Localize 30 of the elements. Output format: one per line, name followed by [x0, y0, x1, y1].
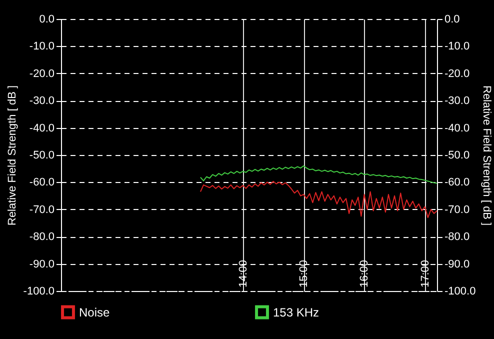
y-tick-label: -50.0 [29, 150, 54, 162]
y2-tick-label: -50.0 [444, 150, 470, 162]
legend-label: 153 KHz [273, 305, 320, 320]
y2-tick-label: -100.0 [444, 286, 476, 298]
legend-label: Noise [79, 305, 110, 320]
y2-tick-label: 0.0 [444, 14, 460, 26]
y2-tick-label: -60.0 [444, 176, 470, 189]
y2-tick-label: -70.0 [444, 204, 470, 216]
y-tick-label: -40.0 [29, 122, 54, 134]
y2-tick-label: -20.0 [444, 68, 470, 80]
line-series [200, 180, 438, 218]
y2-tick-label: -90.0 [444, 258, 470, 270]
x-tick-label: 15:00 [298, 260, 310, 288]
y2-tick-label: -10.0 [444, 40, 470, 53]
y-tick-label: -80.0 [29, 231, 54, 244]
y-tick-label: -90.0 [29, 258, 54, 270]
y2-tick-label: -40.0 [444, 122, 470, 134]
y-axis-title: Relative Field Strength [ dB ] [6, 85, 18, 226]
x-tick-label: 16:00 [358, 260, 371, 288]
y2-tick-label: -80.0 [444, 231, 470, 244]
y2-axis-title: Relative Field Strength [ dB ] [480, 85, 493, 226]
y-tick-label: -70.0 [29, 204, 54, 216]
y-tick-label: -10.0 [29, 40, 54, 53]
line-series [200, 165, 438, 184]
y-tick-label: -60.0 [29, 176, 54, 189]
y-tick-label: -30.0 [29, 95, 54, 108]
y-tick-label: -20.0 [29, 68, 54, 80]
y2-tick-label: -30.0 [444, 95, 470, 108]
y-tick-label: 0.0 [39, 14, 54, 26]
y-tick-label: -100.0 [23, 286, 54, 298]
